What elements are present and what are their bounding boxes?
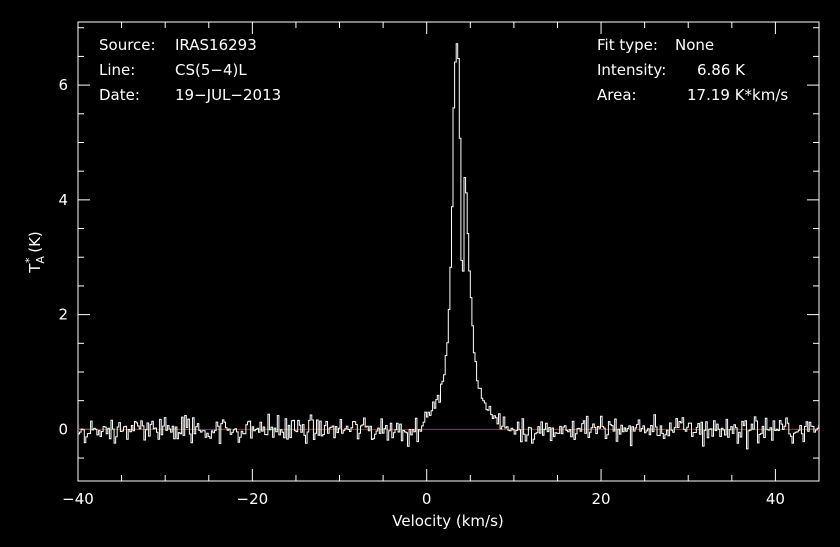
header-date: Date: 19−JUL−2013 <box>99 86 281 104</box>
spectrum-series <box>78 43 820 450</box>
header-intensity: Intensity: 6.86 K <box>597 61 745 79</box>
source-label: Source: <box>99 36 156 54</box>
y-axis-label-main: T <box>26 263 44 274</box>
y-tick-label: 4 <box>58 191 68 209</box>
x-axis-label: Velocity (km/s) <box>392 512 503 530</box>
x-tick-label: 0 <box>422 490 432 508</box>
y-tick-label: 2 <box>58 306 68 324</box>
y-axis-label: TA* (K) <box>23 231 47 274</box>
y-tick-label: 0 <box>58 420 68 438</box>
x-tick-label: −40 <box>62 490 94 508</box>
area-value: 17.19 K*km/s <box>687 86 789 104</box>
y-axis-label-sup: * <box>23 257 36 263</box>
area-label: Area: <box>597 86 637 104</box>
x-tick-label: 20 <box>592 490 611 508</box>
date-label: Date: <box>99 86 140 104</box>
y-axis-label-sub: A <box>34 256 47 264</box>
axis-tick-labels: −40 −20 0 20 40 0 2 4 6 <box>58 76 785 508</box>
svg-text:TA* (K): TA* (K) <box>23 231 47 274</box>
header-line: Line: CS(5−4)L <box>99 61 247 79</box>
header-source: Source: IRAS16293 <box>99 36 257 54</box>
y-tick-label: 6 <box>58 76 68 94</box>
x-tick-label: 40 <box>766 490 785 508</box>
intensity-value: 6.86 K <box>697 61 746 79</box>
date-value: 19−JUL−2013 <box>175 86 282 104</box>
line-label: Line: <box>99 61 136 79</box>
y-axis-label-unit: (K) <box>26 231 44 257</box>
axis-ticks <box>77 22 820 481</box>
plot-frame <box>77 21 820 482</box>
source-value: IRAS16293 <box>175 36 257 54</box>
fit-label: Fit type: <box>597 36 658 54</box>
x-tick-label: −20 <box>237 490 269 508</box>
line-value: CS(5−4)L <box>175 61 247 79</box>
header-fit: Fit type: None <box>597 36 714 54</box>
intensity-label: Intensity: <box>597 61 667 79</box>
header-area: Area: 17.19 K*km/s <box>597 86 788 104</box>
fit-value: None <box>675 36 715 54</box>
